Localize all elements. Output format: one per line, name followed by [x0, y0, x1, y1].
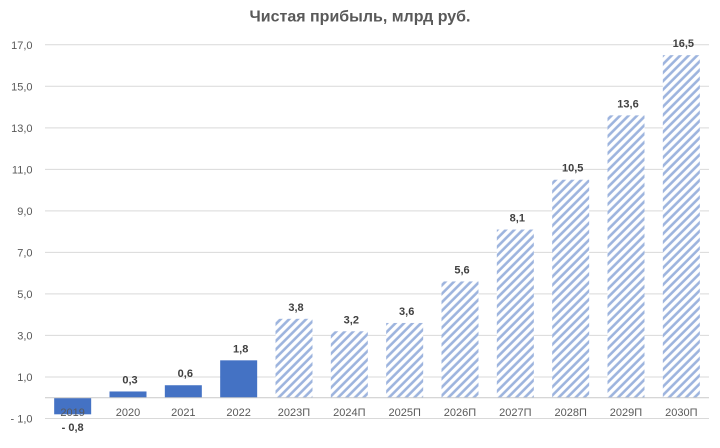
svg-text:8,1: 8,1 — [510, 213, 525, 225]
svg-text:3,0: 3,0 — [17, 330, 32, 342]
svg-text:2019: 2019 — [60, 407, 84, 419]
svg-text:1,0: 1,0 — [17, 372, 32, 384]
svg-text:15,0: 15,0 — [11, 81, 32, 93]
svg-text:13,6: 13,6 — [617, 98, 638, 110]
svg-text:Чистая прибыль, млрд руб.: Чистая прибыль, млрд руб. — [250, 9, 471, 26]
svg-text:16,5: 16,5 — [673, 38, 694, 50]
svg-text:2020: 2020 — [116, 407, 140, 419]
svg-text:- 0,8: - 0,8 — [62, 422, 84, 434]
svg-text:2021: 2021 — [171, 407, 195, 419]
svg-text:2030П: 2030П — [665, 407, 697, 419]
svg-text:10,5: 10,5 — [562, 163, 583, 175]
svg-text:0,6: 0,6 — [178, 368, 193, 380]
svg-text:5,0: 5,0 — [17, 289, 32, 301]
svg-text:2026П: 2026П — [444, 407, 476, 419]
svg-text:5,6: 5,6 — [454, 264, 469, 276]
svg-text:9,0: 9,0 — [17, 206, 32, 218]
svg-text:3,2: 3,2 — [344, 314, 359, 326]
svg-text:3,8: 3,8 — [288, 302, 303, 314]
svg-text:2023П: 2023П — [278, 407, 310, 419]
svg-text:2024П: 2024П — [333, 407, 365, 419]
svg-text:- 1,0: - 1,0 — [10, 413, 32, 425]
svg-text:2028П: 2028П — [554, 407, 586, 419]
svg-text:11,0: 11,0 — [12, 164, 33, 176]
svg-text:2027П: 2027П — [499, 407, 531, 419]
svg-text:7,0: 7,0 — [17, 247, 32, 259]
svg-text:2029П: 2029П — [610, 407, 642, 419]
svg-text:3,6: 3,6 — [399, 306, 414, 318]
svg-text:2022: 2022 — [226, 407, 250, 419]
svg-text:2025П: 2025П — [388, 407, 420, 419]
svg-text:17,0: 17,0 — [11, 40, 32, 52]
svg-text:0,3: 0,3 — [122, 374, 137, 386]
svg-text:13,0: 13,0 — [11, 123, 32, 135]
svg-text:1,8: 1,8 — [233, 343, 248, 355]
